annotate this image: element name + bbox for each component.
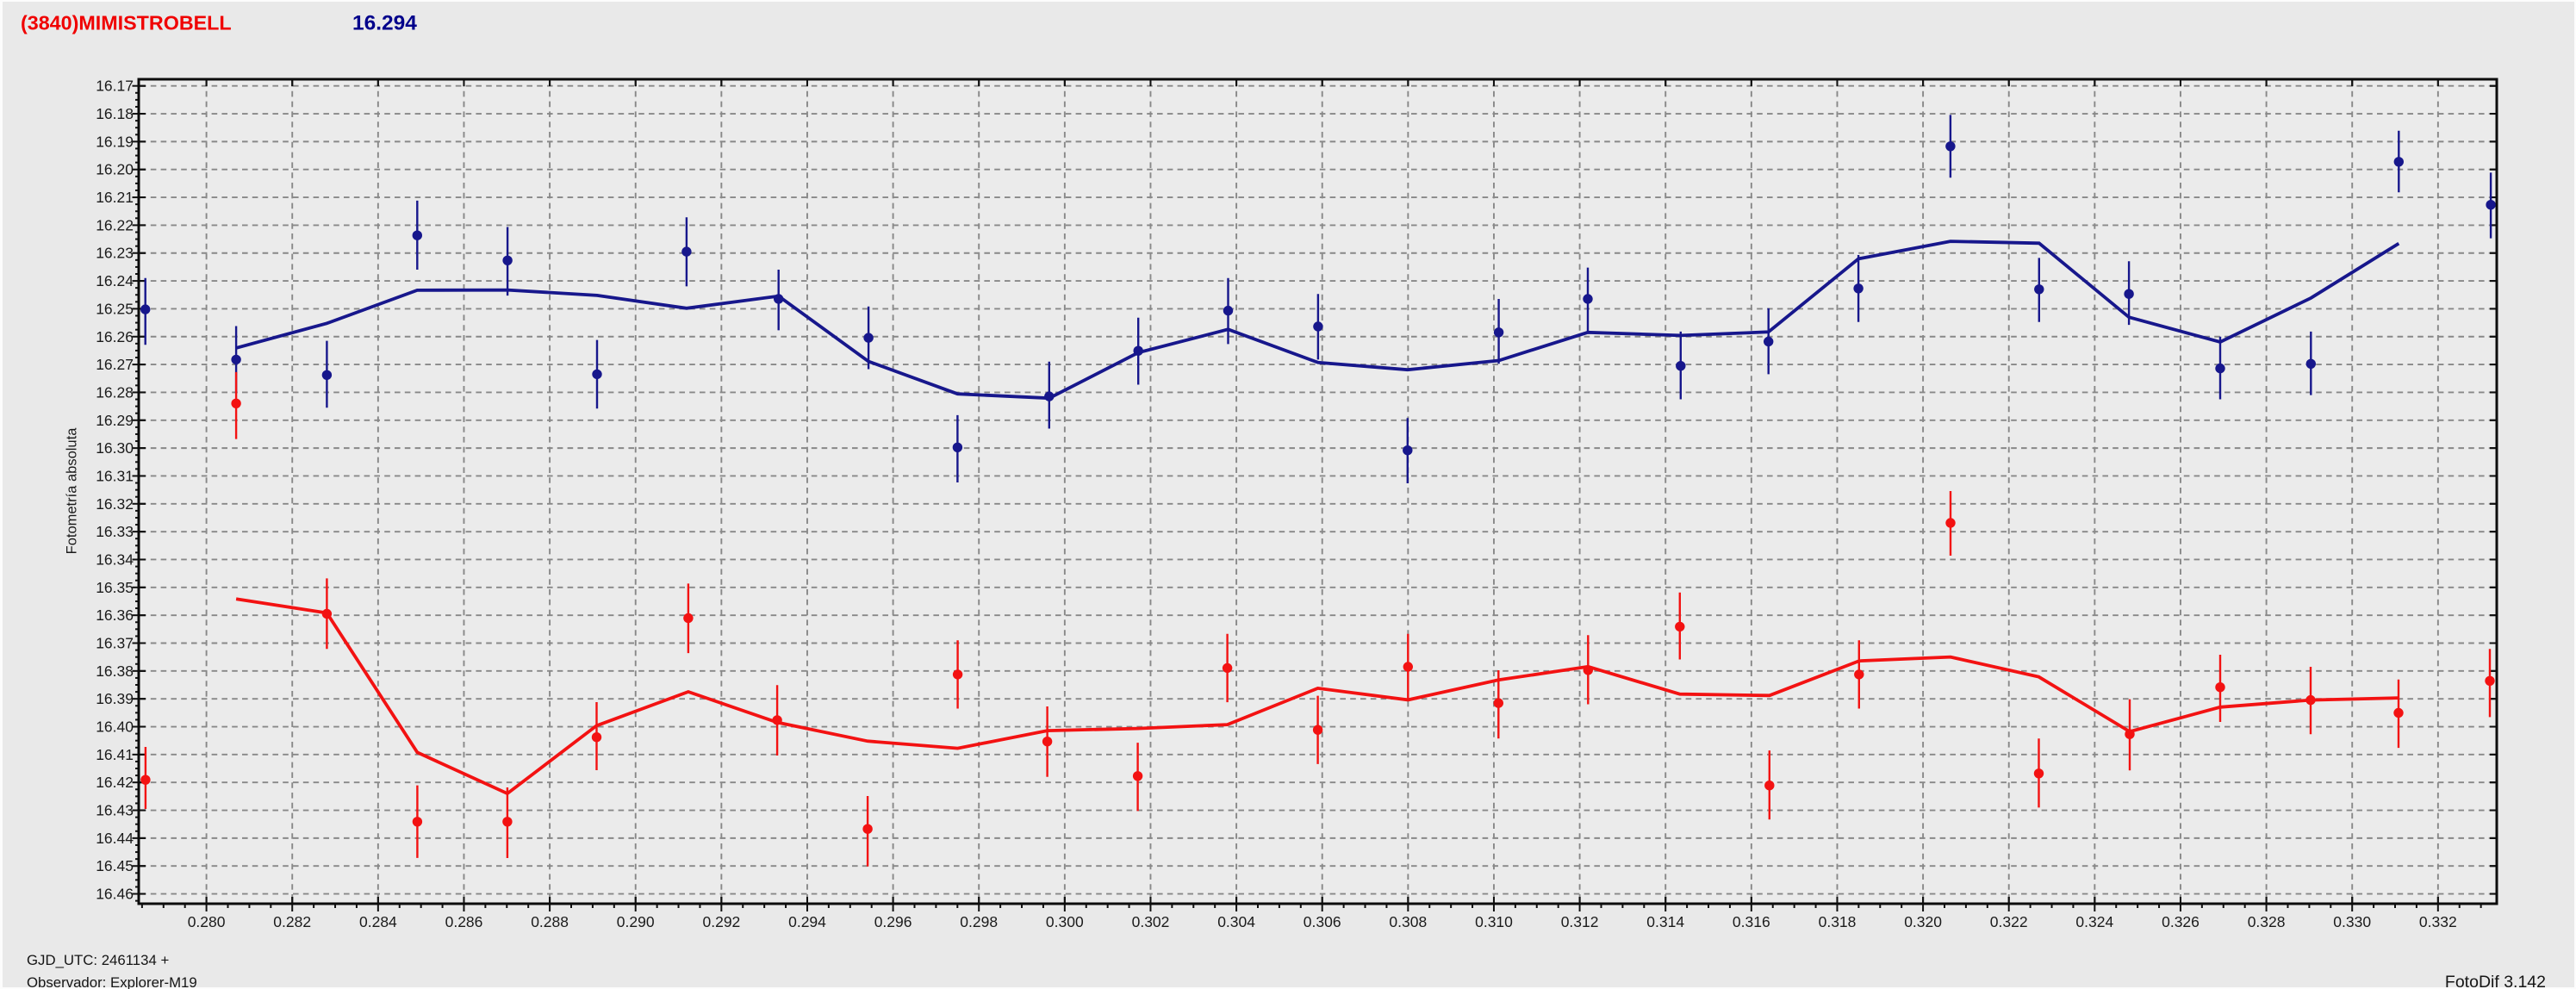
svg-text:0.290: 0.290 [617, 913, 655, 930]
svg-text:0.284: 0.284 [359, 913, 397, 930]
svg-text:16.33: 16.33 [96, 523, 134, 540]
svg-text:0.296: 0.296 [874, 913, 912, 930]
svg-text:16.28: 16.28 [96, 383, 134, 401]
svg-text:0.306: 0.306 [1304, 913, 1341, 930]
svg-text:16.20: 16.20 [96, 161, 134, 178]
svg-text:0.330: 0.330 [2333, 913, 2371, 930]
svg-text:0.324: 0.324 [2075, 913, 2113, 930]
svg-text:16.21: 16.21 [96, 189, 134, 206]
svg-text:16.18: 16.18 [96, 105, 134, 122]
svg-text:0.322: 0.322 [1990, 913, 2028, 930]
svg-text:16.22: 16.22 [96, 216, 134, 233]
svg-text:0.316: 0.316 [1733, 913, 1770, 930]
svg-text:0.326: 0.326 [2162, 913, 2200, 930]
svg-text:0.304: 0.304 [1217, 913, 1255, 930]
svg-text:16.29: 16.29 [96, 412, 134, 429]
svg-text:16.36: 16.36 [96, 606, 134, 624]
svg-text:0.300: 0.300 [1046, 913, 1084, 930]
svg-text:0.312: 0.312 [1561, 913, 1599, 930]
svg-text:0.292: 0.292 [703, 913, 741, 930]
svg-text:16.42: 16.42 [96, 774, 134, 791]
svg-text:GJD_UTC: 2461134 +: GJD_UTC: 2461134 + [27, 952, 169, 968]
svg-text:16.23: 16.23 [96, 245, 134, 262]
svg-text:16.26: 16.26 [96, 328, 134, 345]
svg-text:0.302: 0.302 [1132, 913, 1170, 930]
svg-text:0.318: 0.318 [1819, 913, 1857, 930]
svg-text:16.27: 16.27 [96, 356, 134, 373]
svg-text:16.31: 16.31 [96, 468, 134, 485]
svg-text:0.332: 0.332 [2419, 913, 2457, 930]
svg-text:16.35: 16.35 [96, 579, 134, 596]
svg-text:16.17: 16.17 [96, 78, 134, 95]
svg-text:16.34: 16.34 [96, 551, 134, 569]
svg-text:16.39: 16.39 [96, 690, 134, 707]
svg-text:Fotometría absoluta: Fotometría absoluta [65, 427, 80, 555]
svg-text:0.294: 0.294 [788, 913, 826, 930]
svg-text:16.40: 16.40 [96, 718, 134, 736]
svg-text:0.314: 0.314 [1646, 913, 1684, 930]
svg-text:16.294: 16.294 [352, 12, 417, 35]
svg-text:16.43: 16.43 [96, 802, 134, 819]
svg-text:0.328: 0.328 [2248, 913, 2286, 930]
svg-text:16.38: 16.38 [96, 662, 134, 680]
svg-text:16.46: 16.46 [96, 886, 134, 903]
svg-text:16.32: 16.32 [96, 495, 134, 513]
svg-text:16.45: 16.45 [96, 857, 134, 874]
svg-text:0.282: 0.282 [273, 913, 311, 930]
svg-text:16.41: 16.41 [96, 746, 134, 763]
svg-text:FotoDif 3.142: FotoDif 3.142 [2445, 973, 2546, 989]
svg-text:0.310: 0.310 [1475, 913, 1513, 930]
svg-text:Observador: Explorer-M19: Observador: Explorer-M19 [27, 974, 197, 989]
svg-text:0.288: 0.288 [531, 913, 569, 930]
svg-text:16.24: 16.24 [96, 272, 134, 289]
svg-text:16.30: 16.30 [96, 439, 134, 457]
svg-text:0.308: 0.308 [1389, 913, 1427, 930]
svg-text:0.298: 0.298 [960, 913, 998, 930]
svg-text:0.280: 0.280 [188, 913, 226, 930]
svg-text:16.19: 16.19 [96, 133, 134, 150]
svg-text:16.25: 16.25 [96, 300, 134, 317]
svg-text:(3840)MIMISTROBELL: (3840)MIMISTROBELL [21, 12, 232, 34]
svg-text:0.320: 0.320 [1904, 913, 1942, 930]
svg-text:16.37: 16.37 [96, 635, 134, 652]
svg-text:16.44: 16.44 [96, 830, 134, 847]
svg-text:0.286: 0.286 [445, 913, 483, 930]
